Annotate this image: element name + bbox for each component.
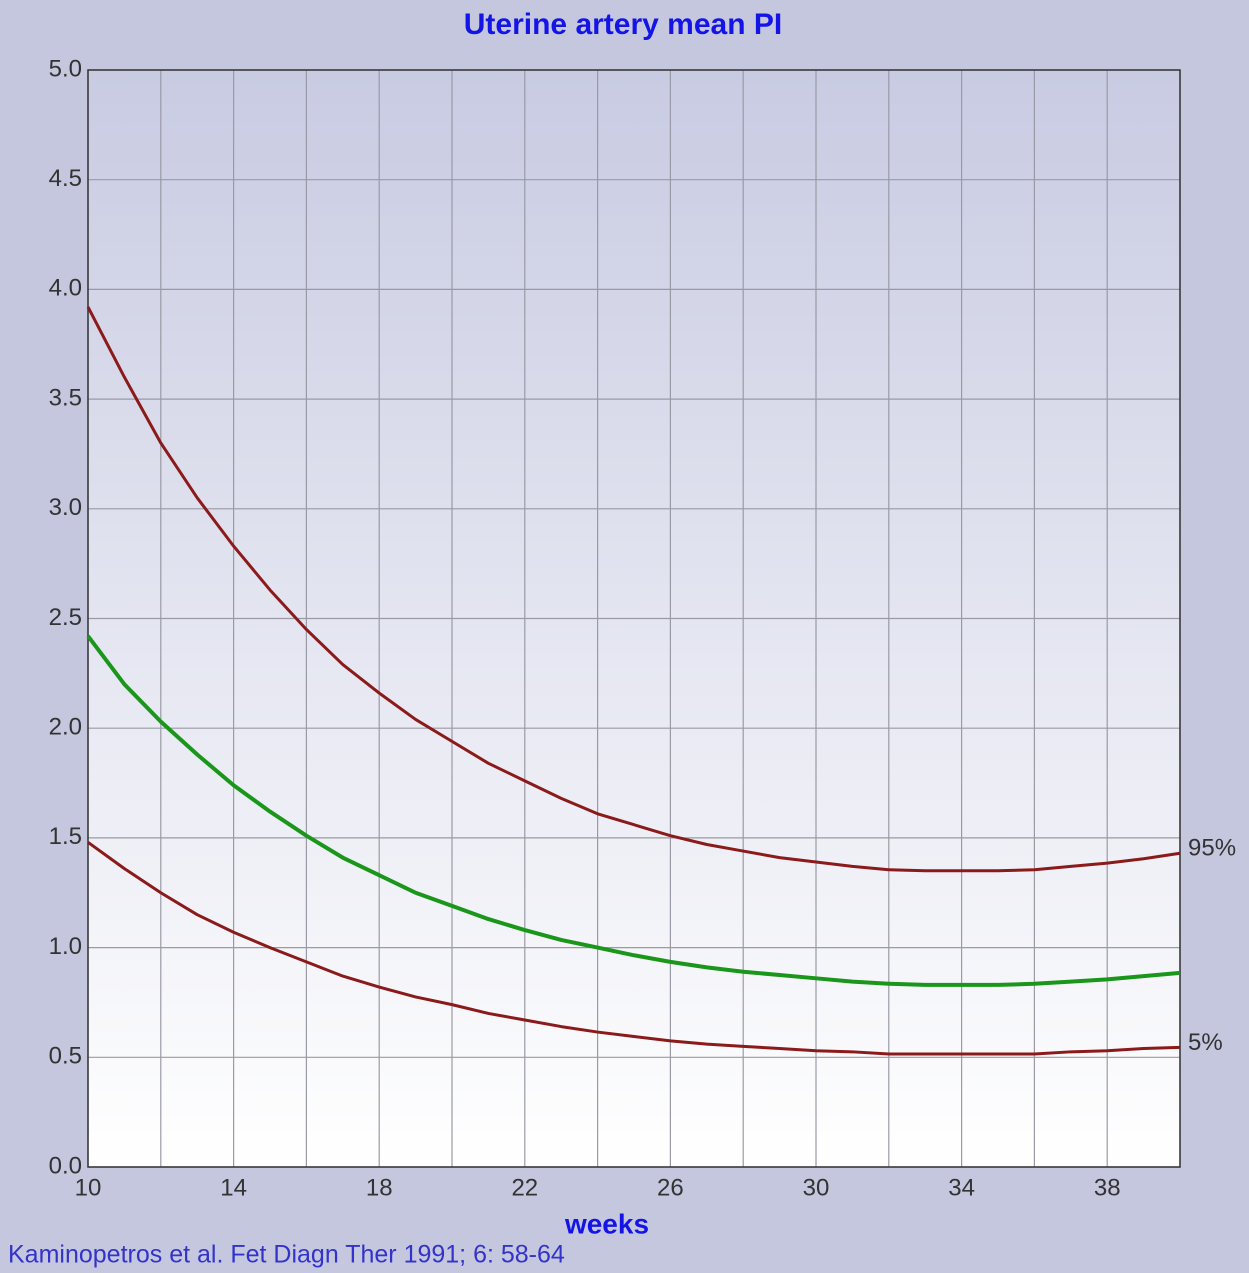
series-line (86, 306, 1181, 873)
y-tick-label: 3.0 (49, 494, 82, 521)
source: Kaminopetros et al. Fet Diagn Ther 1991;… (8, 1241, 565, 1269)
x-tick-label: 26 (657, 1174, 684, 1201)
y-tick-label: 4.0 (49, 275, 82, 302)
x-tick-label: 10 (75, 1174, 102, 1201)
x-tick-label: 34 (948, 1174, 975, 1201)
y-tick-label: 0.5 (49, 1043, 82, 1070)
series-line (87, 841, 1181, 1056)
x-tick-label: 22 (511, 1174, 538, 1201)
x-tick-label: 38 (1094, 1174, 1121, 1201)
y-tick-label: 0.0 (49, 1152, 82, 1179)
chart-title: Uterine artery mean PI (464, 8, 782, 41)
series-label: 95% (1188, 835, 1236, 862)
y-tick-label: 5.0 (49, 55, 82, 82)
y-tick-label: 1.0 (49, 933, 82, 960)
x-tick-label: 18 (366, 1174, 393, 1201)
x-tick-label: 14 (220, 1174, 247, 1201)
plot-border (87, 69, 1181, 1168)
series-label: 5% (1188, 1029, 1223, 1056)
x-tick-label: 30 (803, 1174, 830, 1201)
y-tick-label: 2.0 (49, 714, 82, 741)
y-tick-label: 4.5 (49, 165, 82, 192)
y-tick-label: 1.5 (49, 823, 82, 850)
series-line (86, 634, 1181, 987)
y-tick-label: 2.5 (49, 604, 82, 631)
x-axis-label: weeks (564, 1208, 649, 1239)
y-tick-label: 3.5 (49, 384, 82, 411)
